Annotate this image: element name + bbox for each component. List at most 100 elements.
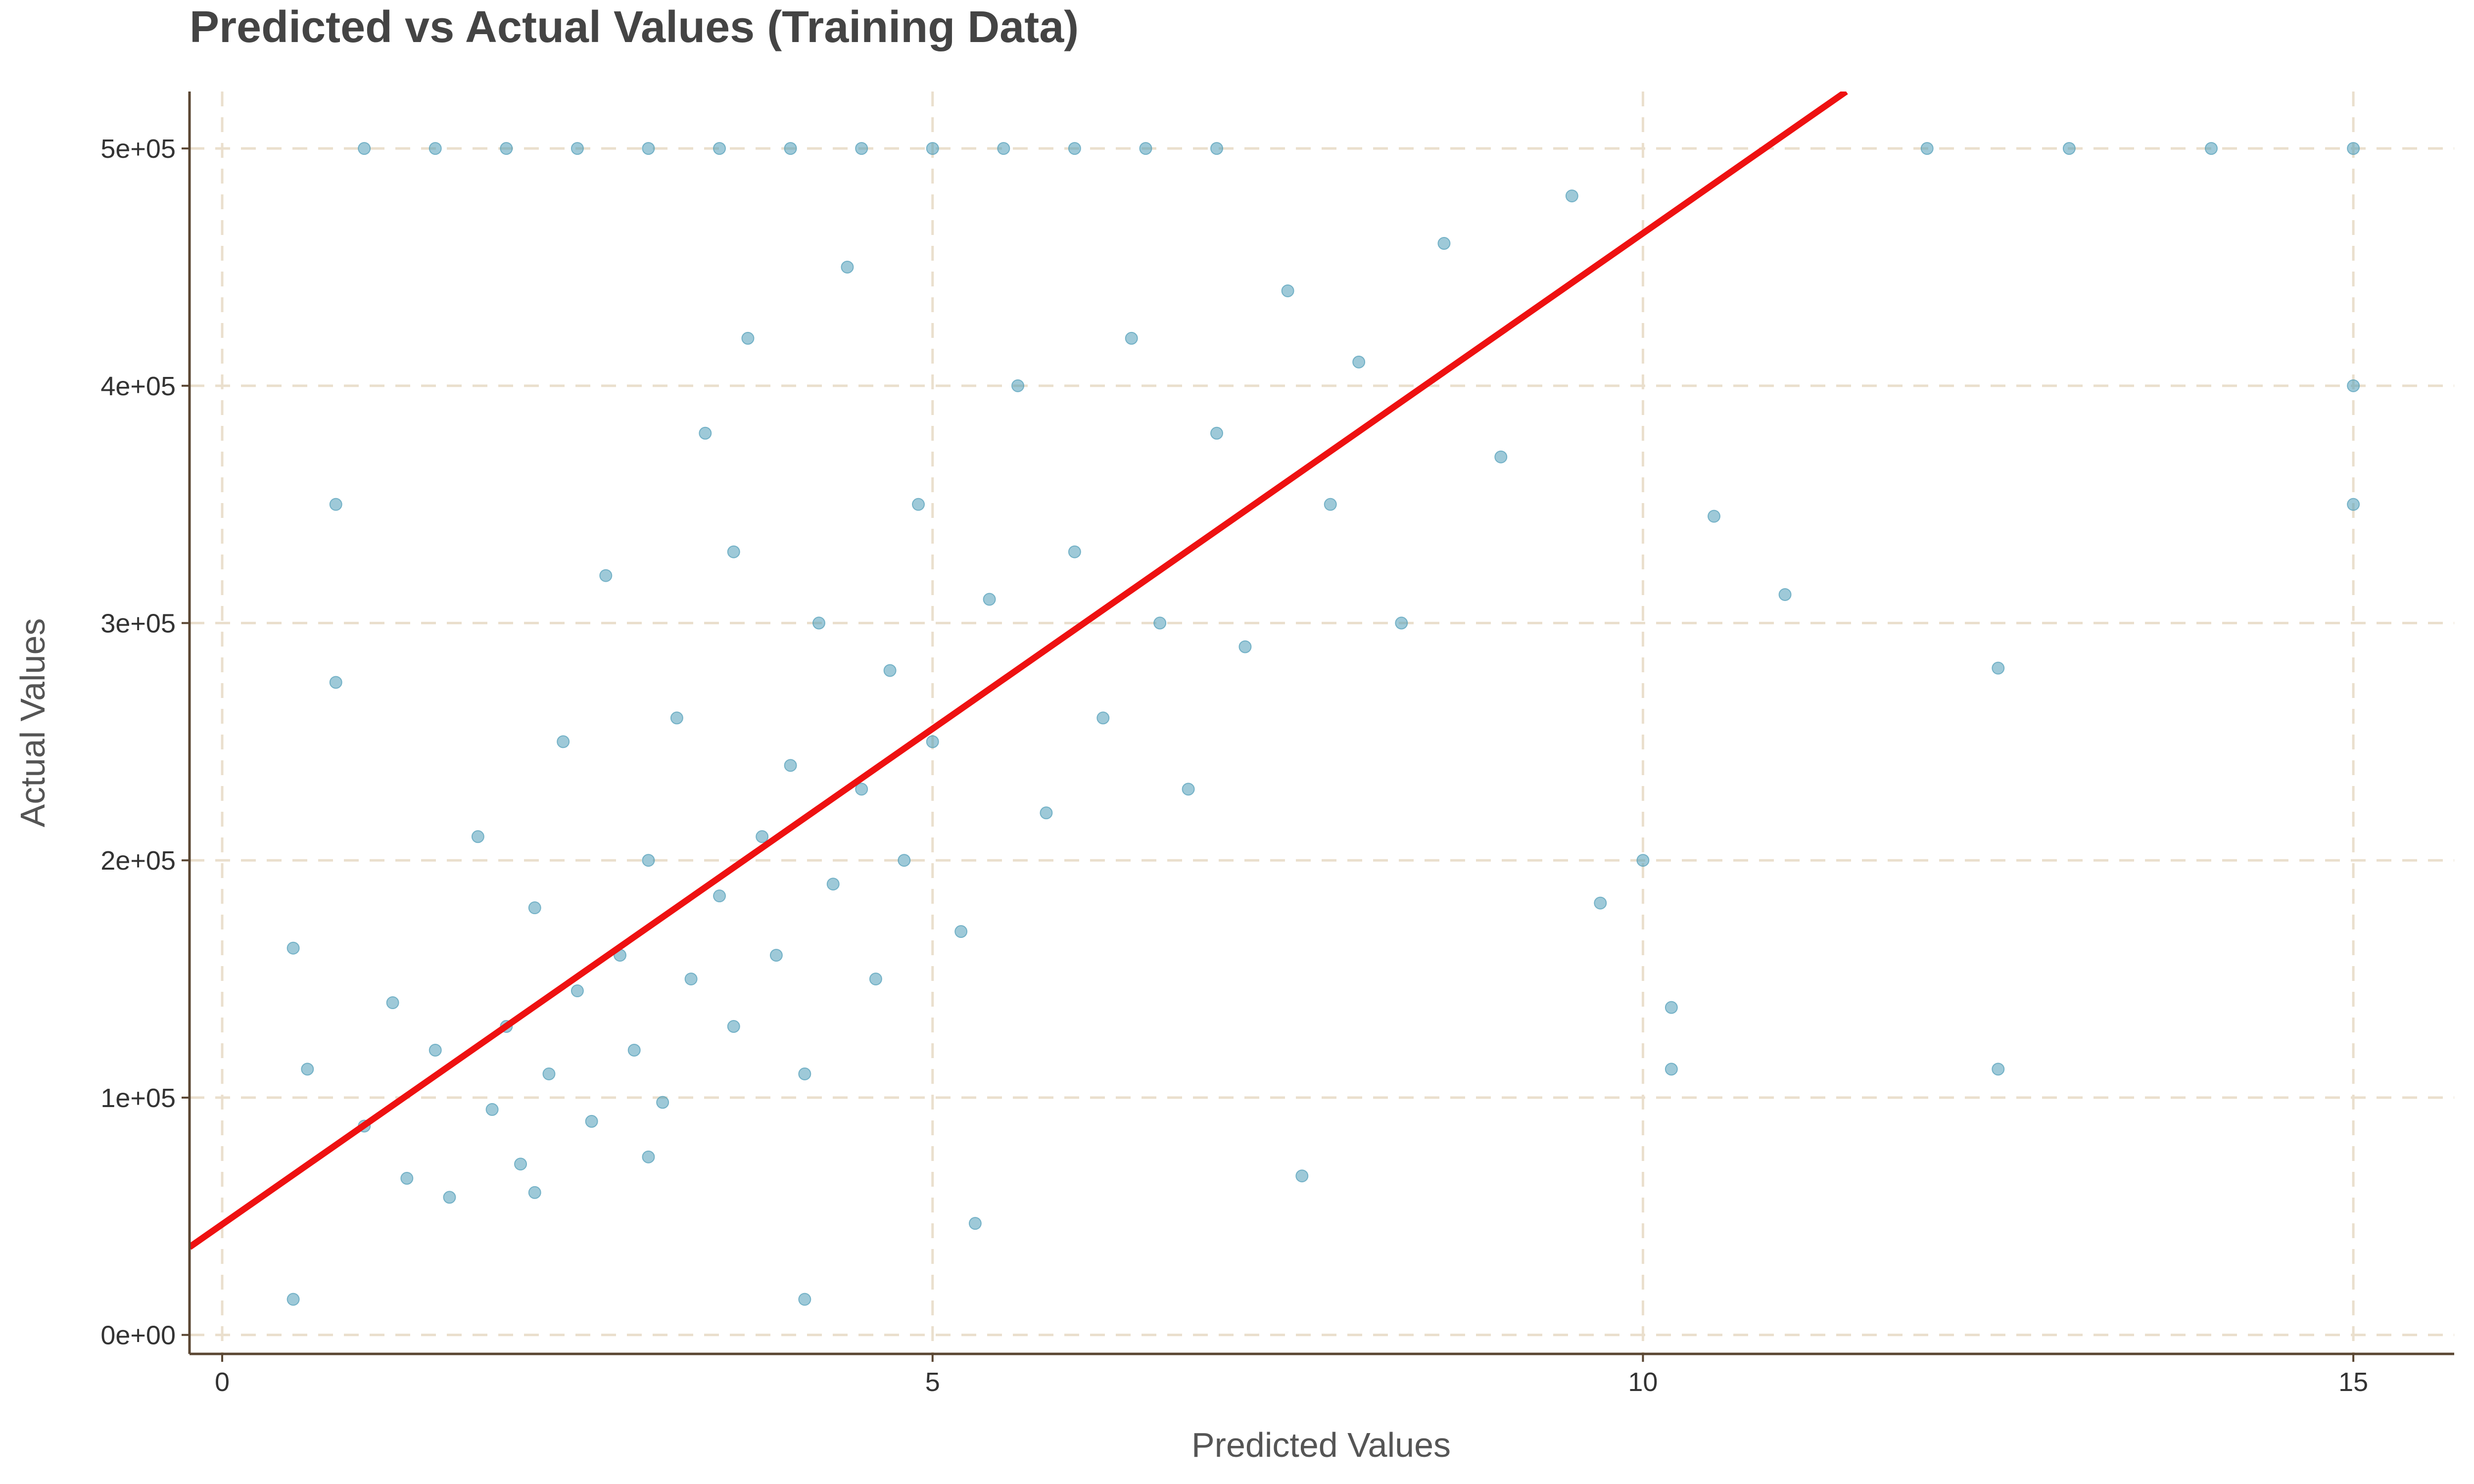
y-tick-label: 5e+05 xyxy=(100,134,176,164)
fit-layer xyxy=(190,92,1848,1250)
point xyxy=(926,142,939,155)
point xyxy=(1324,498,1337,511)
point xyxy=(1125,331,1138,345)
fit-line xyxy=(190,92,1848,1250)
point xyxy=(855,783,868,796)
point xyxy=(1139,142,1152,155)
point xyxy=(500,142,513,155)
point xyxy=(1708,510,1721,523)
y-tick-label: 0e+00 xyxy=(100,1321,176,1350)
point xyxy=(642,1150,655,1163)
point xyxy=(329,676,342,689)
point xyxy=(443,1191,456,1204)
point xyxy=(883,664,897,677)
point xyxy=(656,1096,669,1109)
point xyxy=(741,331,755,345)
y-tick-label: 2e+05 xyxy=(100,846,176,876)
point xyxy=(585,1114,598,1128)
point xyxy=(286,941,300,955)
point xyxy=(1992,661,2005,675)
point xyxy=(528,1186,541,1199)
point xyxy=(1238,640,1252,653)
point xyxy=(1040,806,1053,820)
point xyxy=(2062,142,2076,155)
point xyxy=(1068,545,1081,558)
point xyxy=(2347,498,2360,511)
point xyxy=(798,1067,811,1080)
point xyxy=(713,889,726,903)
point xyxy=(301,1063,314,1076)
point xyxy=(642,142,655,155)
point xyxy=(699,426,712,440)
point xyxy=(826,878,840,891)
point xyxy=(642,854,655,867)
point xyxy=(571,984,584,998)
point xyxy=(1665,1063,1678,1076)
point xyxy=(1210,426,1224,440)
point xyxy=(997,142,1010,155)
point xyxy=(2347,142,2360,155)
point xyxy=(713,142,726,155)
point xyxy=(485,1103,499,1116)
point xyxy=(1920,142,1934,155)
point xyxy=(528,901,541,915)
point xyxy=(428,142,442,155)
point xyxy=(471,830,484,843)
point xyxy=(670,711,683,725)
point xyxy=(1636,854,1650,867)
y-tick-label: 4e+05 xyxy=(100,371,176,401)
point xyxy=(1068,142,1081,155)
points xyxy=(286,142,2360,1306)
point xyxy=(1011,379,1025,392)
point xyxy=(286,1293,300,1306)
point xyxy=(727,545,740,558)
point xyxy=(1992,1063,2005,1076)
point xyxy=(428,1043,442,1057)
point xyxy=(1352,355,1366,369)
point xyxy=(968,1217,982,1230)
point xyxy=(1778,588,1792,601)
x-tick-label: 0 xyxy=(215,1367,230,1397)
point xyxy=(954,925,968,938)
point xyxy=(358,142,371,155)
point xyxy=(571,142,584,155)
point xyxy=(1210,142,1224,155)
point xyxy=(898,854,911,867)
point xyxy=(329,498,342,511)
point xyxy=(1395,616,1408,630)
point xyxy=(599,569,613,582)
ticks: 0 5 10 15 0e+00 1e+05 2e+05 3e+05 4e+05 5e+05 xyxy=(100,134,2368,1397)
point xyxy=(1281,284,1294,297)
point xyxy=(798,1293,811,1306)
point xyxy=(514,1158,527,1171)
point xyxy=(1665,1001,1678,1014)
point xyxy=(684,973,698,986)
point xyxy=(400,1172,414,1185)
point xyxy=(727,1020,740,1033)
point xyxy=(869,973,882,986)
point xyxy=(784,142,797,155)
point xyxy=(1295,1169,1309,1183)
point xyxy=(912,498,925,511)
x-tick-label: 5 xyxy=(925,1367,940,1397)
point xyxy=(855,142,868,155)
point xyxy=(386,996,399,1010)
x-tick-label: 10 xyxy=(1628,1367,1658,1397)
point xyxy=(812,616,826,630)
point xyxy=(542,1067,556,1080)
point xyxy=(2347,379,2360,392)
point xyxy=(756,830,769,843)
y-tick-label: 3e+05 xyxy=(100,609,176,639)
point xyxy=(784,759,797,772)
point xyxy=(1594,896,1607,910)
chart-title: Predicted vs Actual Values (Training Dat… xyxy=(190,2,1079,52)
point xyxy=(1494,450,1508,464)
point xyxy=(1565,189,1578,203)
point xyxy=(2204,142,2218,155)
y-tick-label: 1e+05 xyxy=(100,1083,176,1113)
y-axis-label: Actual Values xyxy=(13,618,52,828)
x-axis-label: Predicted Values xyxy=(1191,1426,1451,1464)
point xyxy=(557,735,570,748)
point xyxy=(1153,616,1167,630)
